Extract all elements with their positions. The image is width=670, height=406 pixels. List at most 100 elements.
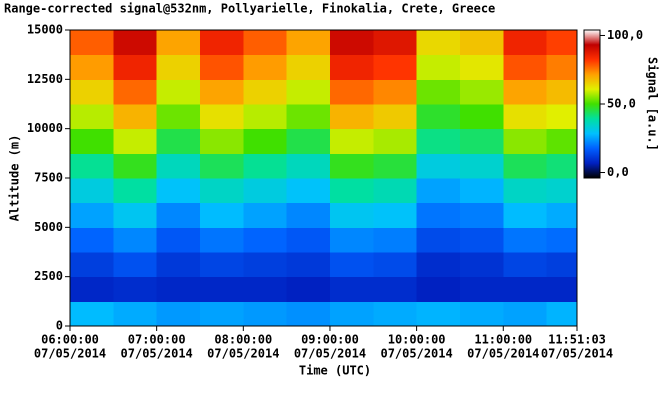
heatmap-cell: [156, 79, 201, 105]
heatmap-cell: [329, 128, 374, 154]
heatmap-cell: [546, 128, 578, 154]
heatmap-cell: [243, 202, 288, 228]
heatmap-cell: [546, 79, 578, 105]
heatmap-cell: [459, 252, 504, 278]
heatmap-cell: [546, 276, 578, 302]
heatmap-cell: [70, 153, 114, 179]
heatmap-cell: [329, 227, 374, 253]
heatmap-cell: [156, 153, 201, 179]
heatmap-cell: [286, 227, 331, 253]
x-tick-date: 07/05/2014: [467, 347, 539, 361]
heatmap-cell: [503, 54, 548, 80]
heatmap-cell: [156, 227, 201, 253]
x-tick-date: 07/05/2014: [207, 347, 279, 361]
y-tick-label: 7500: [34, 171, 63, 185]
heatmap-cell: [373, 104, 418, 130]
heatmap-cell: [459, 202, 504, 228]
heatmap-cell: [286, 104, 331, 130]
heatmap-cell: [546, 301, 578, 327]
heatmap-cell: [373, 276, 418, 302]
heatmap-cell: [373, 128, 418, 154]
heatmap-cell: [286, 79, 331, 105]
colorbar-label: Signal [a.u.]: [646, 57, 660, 151]
x-axis-label: Time (UTC): [299, 364, 371, 378]
heatmap-cell: [373, 202, 418, 228]
heatmap-cell: [286, 30, 331, 56]
heatmap-cell: [373, 178, 418, 204]
heatmap-cell: [416, 227, 461, 253]
heatmap-cell: [546, 30, 578, 56]
heatmap-cell: [373, 30, 418, 56]
heatmap-cell: [459, 54, 504, 80]
heatmap-cell: [243, 153, 288, 179]
heatmap-cell: [546, 227, 578, 253]
heatmap-cell: [459, 276, 504, 302]
heatmap-cell: [503, 252, 548, 278]
x-tick-label: 09:00:00: [301, 333, 359, 347]
heatmap-cell: [286, 178, 331, 204]
y-tick-label: 15000: [27, 23, 63, 37]
heatmap-cell: [329, 301, 374, 327]
heatmap-cell: [286, 128, 331, 154]
heatmap-cell: [546, 178, 578, 204]
heatmap-cell: [459, 301, 504, 327]
heatmap-cell: [70, 227, 114, 253]
heatmap-cell: [503, 276, 548, 302]
heatmap-cell: [113, 252, 158, 278]
heatmap-cell: [286, 202, 331, 228]
heatmap-cell: [459, 128, 504, 154]
heatmap-cell: [546, 252, 578, 278]
x-tick-label: 10:00:00: [388, 333, 446, 347]
heatmap-cell: [286, 153, 331, 179]
x-tick-date: 07/05/2014: [380, 347, 452, 361]
x-tick-date: 07/05/2014: [294, 347, 366, 361]
heatmap-cell: [243, 54, 288, 80]
heatmap-cell: [113, 153, 158, 179]
heatmap-cell: [199, 104, 244, 130]
heatmap-cell: [156, 30, 201, 56]
heatmap-cell: [329, 252, 374, 278]
heatmap-cell: [199, 30, 244, 56]
heatmap-cell: [329, 79, 374, 105]
heatmap-cell: [459, 227, 504, 253]
x-tick-label: 11:51:03: [548, 333, 606, 347]
heatmap-cell: [243, 252, 288, 278]
heatmap-cell: [459, 178, 504, 204]
heatmap-cell: [546, 202, 578, 228]
heatmap-cell: [113, 301, 158, 327]
heatmap-cell: [70, 54, 114, 80]
heatmap-cell: [373, 79, 418, 105]
heatmap-cell: [70, 301, 114, 327]
y-tick-label: 5000: [34, 220, 63, 234]
heatmap-cell: [329, 30, 374, 56]
y-axis-label: Altitude (m): [8, 135, 22, 222]
heatmap-cell: [70, 128, 114, 154]
heatmap-cell: [156, 301, 201, 327]
heatmap-cell: [199, 54, 244, 80]
heatmap-cell: [156, 202, 201, 228]
heatmap-cell: [156, 178, 201, 204]
heatmap-cell: [199, 227, 244, 253]
heatmap-cell: [113, 202, 158, 228]
heatmap-cell: [373, 301, 418, 327]
heatmap-cell: [113, 178, 158, 204]
colorbar-tick-label: 100,0: [607, 28, 643, 42]
heatmap-cell: [70, 276, 114, 302]
heatmap-cell: [503, 30, 548, 56]
heatmap-cell: [416, 178, 461, 204]
heatmap-cell: [199, 79, 244, 105]
heatmap-cell: [70, 30, 114, 56]
heatmap-cell: [286, 276, 331, 302]
heatmap-cell: [199, 153, 244, 179]
heatmap-cell: [243, 276, 288, 302]
x-tick-label: 07:00:00: [128, 333, 186, 347]
heatmap-cell: [156, 276, 201, 302]
heatmap-cell: [329, 54, 374, 80]
heatmap-cell: [286, 54, 331, 80]
y-tick-label: 2500: [34, 269, 63, 283]
heatmap-cell: [113, 227, 158, 253]
heatmap-cell: [546, 153, 578, 179]
heatmap-cell: [329, 153, 374, 179]
colorbar: [583, 29, 601, 179]
heatmap-cell: [416, 104, 461, 130]
